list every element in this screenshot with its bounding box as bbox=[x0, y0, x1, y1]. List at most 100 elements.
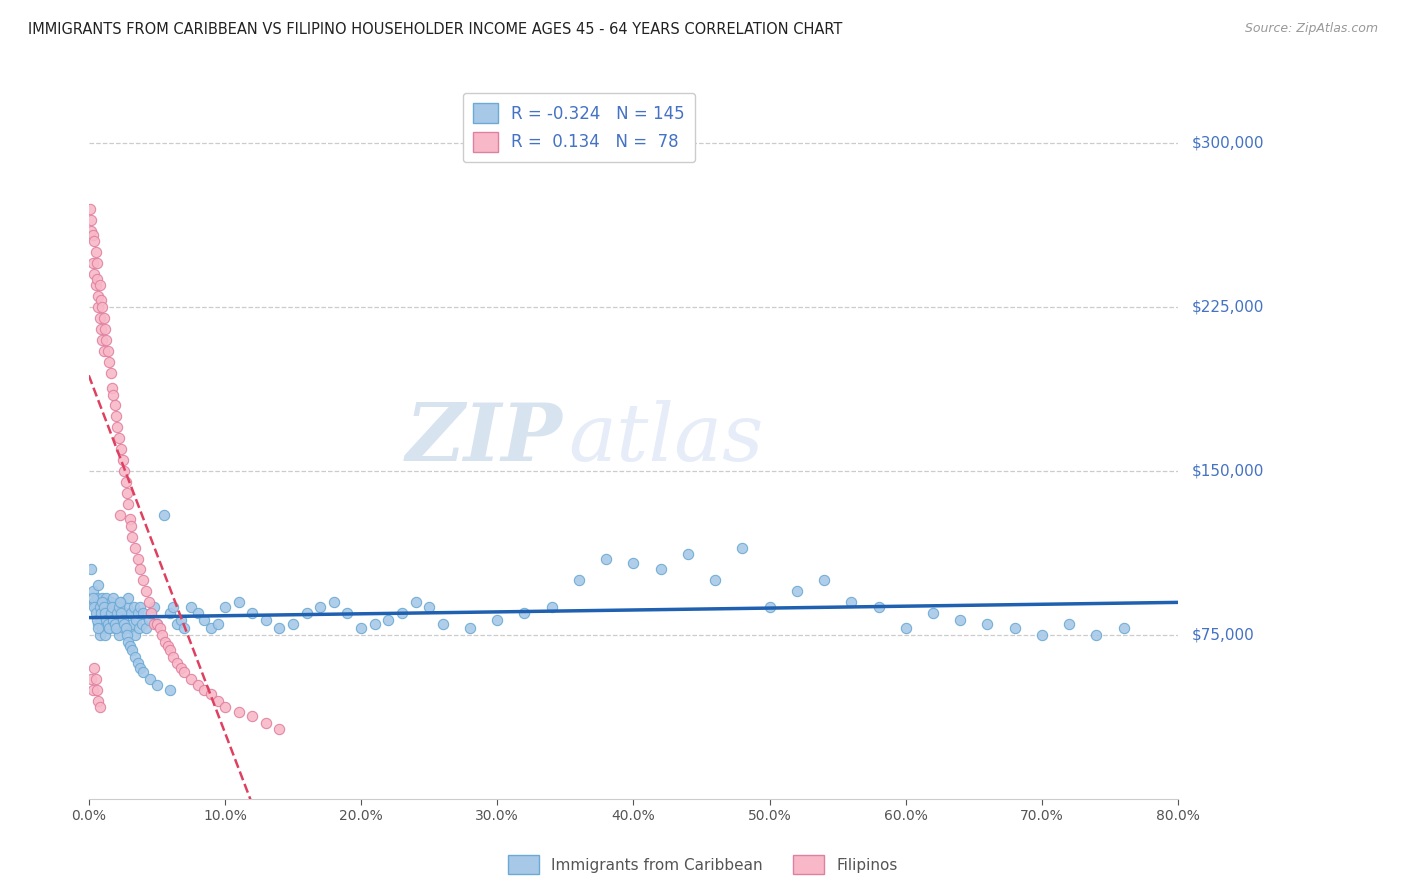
Point bbox=[87, 289, 110, 303]
Point bbox=[91, 333, 114, 347]
Point bbox=[79, 202, 101, 216]
Point bbox=[117, 497, 139, 511]
Point bbox=[118, 639, 141, 653]
Text: IMMIGRANTS FROM CARIBBEAN VS FILIPINO HOUSEHOLDER INCOME AGES 45 - 64 YEARS CORR: IMMIGRANTS FROM CARIBBEAN VS FILIPINO HO… bbox=[28, 22, 842, 37]
Point bbox=[83, 595, 105, 609]
Point bbox=[98, 622, 121, 636]
Point bbox=[150, 628, 173, 642]
Point bbox=[180, 599, 202, 614]
Point bbox=[162, 599, 184, 614]
Point bbox=[117, 634, 139, 648]
Point bbox=[97, 343, 120, 358]
Point bbox=[89, 595, 111, 609]
Point bbox=[112, 617, 135, 632]
Point bbox=[568, 574, 591, 588]
Point bbox=[82, 682, 104, 697]
Point bbox=[127, 606, 149, 620]
Point bbox=[124, 541, 146, 555]
Point bbox=[418, 599, 440, 614]
Point bbox=[159, 643, 181, 657]
Point bbox=[80, 672, 103, 686]
Point bbox=[1004, 622, 1026, 636]
Point bbox=[309, 599, 332, 614]
Point bbox=[377, 613, 399, 627]
Point bbox=[228, 595, 250, 609]
Point bbox=[100, 606, 122, 620]
Point bbox=[104, 606, 127, 620]
Point bbox=[170, 613, 193, 627]
Point bbox=[82, 584, 104, 599]
Point bbox=[101, 381, 124, 395]
Point bbox=[87, 578, 110, 592]
Point bbox=[91, 595, 114, 609]
Point bbox=[93, 595, 115, 609]
Point bbox=[97, 602, 120, 616]
Point bbox=[949, 613, 972, 627]
Point bbox=[84, 278, 107, 293]
Point bbox=[101, 599, 124, 614]
Point bbox=[159, 606, 181, 620]
Point bbox=[240, 606, 263, 620]
Point bbox=[87, 622, 110, 636]
Point bbox=[104, 622, 127, 636]
Point bbox=[405, 595, 427, 609]
Point bbox=[254, 613, 277, 627]
Point bbox=[187, 606, 209, 620]
Point bbox=[153, 634, 176, 648]
Point bbox=[114, 622, 136, 636]
Text: ZIP: ZIP bbox=[406, 400, 562, 477]
Point bbox=[120, 606, 142, 620]
Point bbox=[214, 599, 236, 614]
Point bbox=[486, 613, 509, 627]
Point bbox=[125, 613, 148, 627]
Point bbox=[96, 613, 118, 627]
Point bbox=[89, 628, 111, 642]
Point bbox=[132, 574, 155, 588]
Point bbox=[86, 613, 108, 627]
Point bbox=[114, 606, 136, 620]
Point bbox=[82, 591, 104, 605]
Point bbox=[86, 682, 108, 697]
Point bbox=[623, 556, 645, 570]
Point bbox=[118, 622, 141, 636]
Point bbox=[704, 574, 727, 588]
Point bbox=[104, 409, 127, 424]
Point bbox=[143, 617, 166, 632]
Point bbox=[80, 212, 103, 227]
Point bbox=[105, 617, 128, 632]
Point bbox=[180, 672, 202, 686]
Point bbox=[82, 227, 104, 242]
Point bbox=[129, 599, 152, 614]
Point bbox=[156, 639, 179, 653]
Point bbox=[148, 622, 170, 636]
Point bbox=[166, 617, 188, 632]
Point bbox=[86, 256, 108, 270]
Point bbox=[146, 617, 169, 632]
Point bbox=[141, 606, 163, 620]
Point bbox=[86, 271, 108, 285]
Point bbox=[121, 530, 143, 544]
Point bbox=[90, 606, 112, 620]
Point bbox=[128, 622, 150, 636]
Legend: Immigrants from Caribbean, Filipinos: Immigrants from Caribbean, Filipinos bbox=[502, 849, 904, 880]
Point bbox=[83, 267, 105, 281]
Point bbox=[90, 293, 112, 308]
Point bbox=[86, 606, 108, 620]
Point bbox=[363, 617, 385, 632]
Point bbox=[1085, 628, 1108, 642]
Point bbox=[1031, 628, 1053, 642]
Point bbox=[91, 591, 114, 605]
Point bbox=[86, 591, 108, 605]
Point bbox=[976, 617, 998, 632]
Point bbox=[112, 464, 135, 478]
Point bbox=[173, 622, 195, 636]
Point bbox=[110, 595, 132, 609]
Point bbox=[84, 245, 107, 260]
Point bbox=[228, 705, 250, 719]
Point bbox=[200, 687, 222, 701]
Point bbox=[135, 584, 157, 599]
Point bbox=[104, 617, 127, 632]
Point bbox=[98, 606, 121, 620]
Point bbox=[108, 508, 131, 522]
Text: $225,000: $225,000 bbox=[1192, 300, 1264, 315]
